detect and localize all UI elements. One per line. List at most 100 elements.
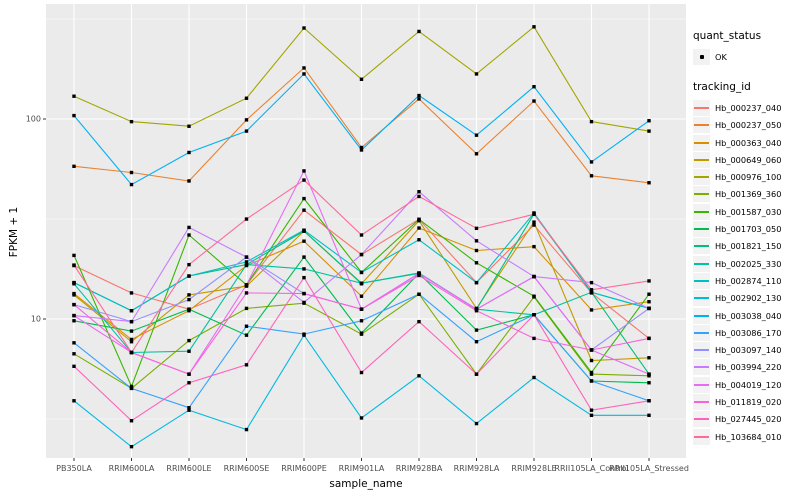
legend-key-box	[693, 117, 710, 134]
legend-item: Hb_004019_120	[693, 376, 799, 393]
data-point-marker	[647, 336, 651, 341]
legend-item-label: Hb_000976_100	[715, 172, 782, 183]
data-point-marker	[72, 399, 76, 403]
data-point-marker	[474, 152, 479, 156]
data-point-marker	[589, 370, 594, 375]
x-tick-label: RRIM600LE	[166, 464, 212, 473]
data-point-marker	[589, 288, 594, 292]
data-point-marker	[129, 182, 134, 187]
legend-item-label: Hb_001369_360	[715, 189, 782, 200]
legend-item-label: Hb_027445_020	[715, 414, 782, 425]
data-point-marker	[72, 113, 76, 118]
legend-key-box	[693, 376, 710, 393]
data-point-marker	[647, 372, 651, 376]
legend-key-box	[693, 221, 710, 238]
legend-key-line-icon	[694, 418, 709, 421]
data-point-marker	[187, 293, 191, 297]
legend-item: Hb_002025_330	[693, 255, 799, 272]
data-point-marker	[474, 239, 479, 243]
data-point-marker	[589, 308, 594, 312]
legend-key-box	[693, 428, 710, 445]
data-point-marker	[647, 279, 651, 283]
legend-item-label: Hb_003086_170	[715, 327, 782, 338]
legend-key-line-icon	[694, 435, 709, 438]
data-point-marker	[302, 196, 306, 201]
data-point-marker	[129, 309, 134, 313]
data-point-marker	[417, 93, 421, 98]
legend-tracking-id-block: tracking_id Hb_000237_040 Hb_000237_050 Hb…	[693, 81, 799, 445]
data-point-marker	[302, 332, 306, 336]
data-point-marker	[187, 124, 191, 128]
data-point-marker	[589, 160, 594, 164]
legend-item-label: Hb_011819_020	[715, 396, 782, 407]
data-point-marker	[417, 238, 421, 242]
legend-title-tracking-id: tracking_id	[693, 81, 751, 94]
legend-item: Hb_000976_100	[693, 168, 799, 186]
data-point-marker	[244, 283, 249, 287]
data-point-marker	[302, 239, 306, 243]
legend-key-box	[693, 238, 710, 255]
data-point-marker	[129, 119, 134, 124]
x-tick-label: RRIM600SE	[223, 464, 270, 473]
data-point-marker	[589, 408, 594, 412]
legend-key-line-icon	[694, 297, 709, 300]
data-point-marker	[647, 399, 651, 403]
data-point-marker	[302, 228, 306, 232]
data-point-marker	[474, 72, 479, 76]
data-point-marker	[302, 26, 306, 30]
data-point-marker	[302, 72, 306, 76]
data-point-marker	[129, 170, 134, 175]
data-point-marker	[474, 372, 479, 376]
x-tick-label: RRII105LA_Control	[554, 464, 629, 473]
legend-key-line-icon	[694, 158, 709, 161]
data-point-marker	[359, 307, 364, 311]
data-point-marker	[532, 274, 536, 279]
data-point-marker	[129, 444, 134, 449]
x-tick-label: PB350LA	[56, 464, 92, 473]
legend-key-line-icon	[694, 176, 709, 179]
data-point-marker	[187, 150, 191, 155]
data-point-marker	[302, 178, 306, 182]
legend-key-box	[693, 134, 710, 151]
data-point-marker	[244, 291, 249, 295]
data-point-marker	[532, 313, 536, 317]
legend-key-line-icon	[694, 245, 709, 248]
legend-item: Hb_103684_010	[693, 428, 799, 445]
legend-item: Hb_003086_170	[693, 324, 799, 341]
y-axis-title: FPKM + 1	[8, 206, 20, 258]
data-point-marker	[187, 406, 191, 410]
data-point-marker	[474, 248, 479, 253]
data-point-marker	[532, 220, 536, 224]
data-point-marker	[72, 94, 76, 98]
data-point-marker	[244, 306, 249, 311]
data-point-marker	[532, 375, 536, 380]
data-point-marker	[532, 99, 536, 103]
data-point-marker	[647, 381, 651, 385]
data-point-marker	[359, 370, 364, 375]
data-point-marker	[532, 223, 536, 227]
data-point-marker	[302, 208, 306, 212]
data-point-marker	[72, 313, 76, 318]
data-point-marker	[417, 319, 421, 324]
legend-key-line-icon	[694, 141, 709, 144]
data-point-marker	[474, 328, 479, 332]
x-tick-label: RRIM928LA	[453, 464, 500, 473]
data-point-marker	[72, 302, 76, 307]
data-point-marker	[359, 233, 364, 237]
data-point-marker	[302, 267, 306, 271]
data-point-marker	[532, 336, 536, 341]
data-point-marker	[302, 255, 306, 259]
x-tick-label: RRIM928LE	[511, 464, 557, 473]
data-point-marker	[417, 271, 421, 276]
data-point-marker	[302, 275, 306, 280]
data-point-marker	[359, 319, 364, 323]
data-point-marker	[474, 261, 479, 265]
legend-key-box	[693, 169, 710, 186]
data-point-marker	[129, 291, 134, 295]
legend-item-label: Hb_003097_140	[715, 345, 782, 356]
legend-key-line-icon	[694, 400, 709, 403]
data-point-marker	[359, 145, 364, 150]
data-point-marker	[417, 374, 421, 378]
data-point-marker	[72, 364, 76, 369]
